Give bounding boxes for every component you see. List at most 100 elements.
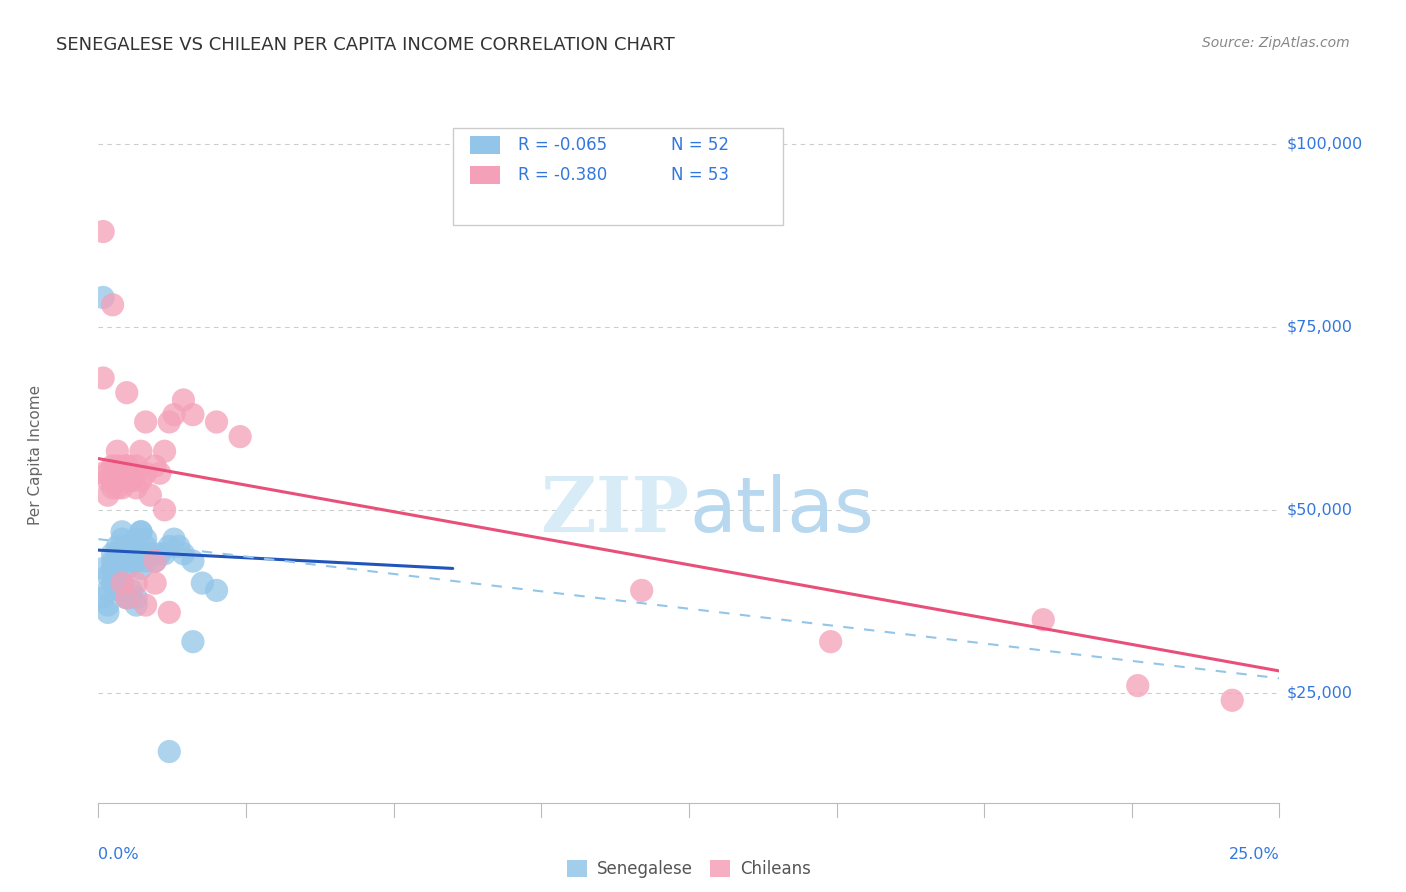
Text: 25.0%: 25.0% [1229, 847, 1279, 863]
Point [101, 298, 124, 312]
Point [143, 458, 166, 473]
Point [121, 467, 143, 481]
Point [115, 547, 138, 561]
Point [111, 583, 134, 598]
Point [139, 547, 162, 561]
Point [111, 576, 134, 591]
Point [91, 467, 114, 481]
Point [105, 481, 128, 495]
Text: Source: ZipAtlas.com: Source: ZipAtlas.com [1202, 36, 1350, 50]
Point [172, 392, 194, 407]
Text: $50,000: $50,000 [1286, 502, 1353, 517]
Point [121, 474, 143, 488]
Point [135, 554, 157, 568]
Point [125, 598, 148, 612]
Point [91, 225, 114, 239]
Point [115, 458, 138, 473]
Point [143, 576, 166, 591]
Point [121, 547, 143, 561]
Point [121, 583, 143, 598]
Point [181, 408, 204, 422]
Point [163, 532, 186, 546]
Text: SENEGALESE VS CHILEAN PER CAPITA INCOME CORRELATION CHART: SENEGALESE VS CHILEAN PER CAPITA INCOME … [56, 36, 675, 54]
Point [115, 458, 138, 473]
Point [129, 474, 152, 488]
Point [125, 554, 148, 568]
Legend: Senegalese, Chileans: Senegalese, Chileans [561, 854, 817, 885]
Point [101, 547, 124, 561]
Text: R = -0.065: R = -0.065 [517, 136, 607, 154]
Point [101, 554, 124, 568]
Point [111, 532, 134, 546]
Point [167, 540, 190, 554]
Point [157, 606, 180, 620]
Point [115, 540, 138, 554]
Point [143, 554, 166, 568]
Point [125, 481, 148, 495]
Text: atlas: atlas [689, 474, 873, 548]
Point [1032, 613, 1054, 627]
Point [97, 467, 120, 481]
Point [172, 547, 194, 561]
Point [121, 547, 143, 561]
Point [101, 576, 124, 591]
Text: N = 53: N = 53 [671, 166, 730, 184]
Point [101, 474, 124, 488]
Text: N = 52: N = 52 [671, 136, 730, 154]
Point [139, 488, 162, 502]
Point [205, 583, 228, 598]
Point [125, 467, 148, 481]
Point [129, 524, 152, 539]
Point [97, 606, 120, 620]
Point [101, 561, 124, 575]
Point [630, 583, 652, 598]
Point [129, 524, 152, 539]
Point [111, 467, 134, 481]
Point [97, 598, 120, 612]
Point [101, 481, 124, 495]
Point [115, 591, 138, 605]
Point [135, 598, 157, 612]
Point [125, 591, 148, 605]
Point [97, 583, 120, 598]
Point [205, 415, 228, 429]
Text: $100,000: $100,000 [1286, 136, 1362, 151]
Point [181, 634, 204, 648]
Point [135, 467, 157, 481]
Point [101, 458, 124, 473]
Point [111, 524, 134, 539]
Point [97, 488, 120, 502]
Point [820, 634, 842, 648]
Point [149, 547, 172, 561]
Point [143, 554, 166, 568]
Point [105, 444, 128, 458]
Point [91, 561, 114, 575]
Point [111, 576, 134, 591]
Point [115, 561, 138, 575]
Point [1126, 679, 1149, 693]
Point [125, 576, 148, 591]
Point [149, 467, 172, 481]
Point [115, 385, 138, 400]
Point [129, 444, 152, 458]
Point [91, 290, 114, 304]
Point [163, 408, 186, 422]
Point [135, 532, 157, 546]
Point [135, 415, 157, 429]
Point [105, 547, 128, 561]
Point [105, 568, 128, 582]
Text: Per Capita Income: Per Capita Income [28, 384, 42, 525]
FancyBboxPatch shape [471, 166, 501, 184]
Text: R = -0.380: R = -0.380 [517, 166, 607, 184]
Point [97, 568, 120, 582]
Point [105, 540, 128, 554]
Point [97, 474, 120, 488]
Text: 0.0%: 0.0% [98, 847, 139, 863]
FancyBboxPatch shape [453, 128, 783, 226]
Text: $75,000: $75,000 [1286, 319, 1353, 334]
Point [125, 532, 148, 546]
Point [129, 561, 152, 575]
Text: ZIP: ZIP [540, 474, 689, 548]
Point [125, 458, 148, 473]
Point [91, 591, 114, 605]
